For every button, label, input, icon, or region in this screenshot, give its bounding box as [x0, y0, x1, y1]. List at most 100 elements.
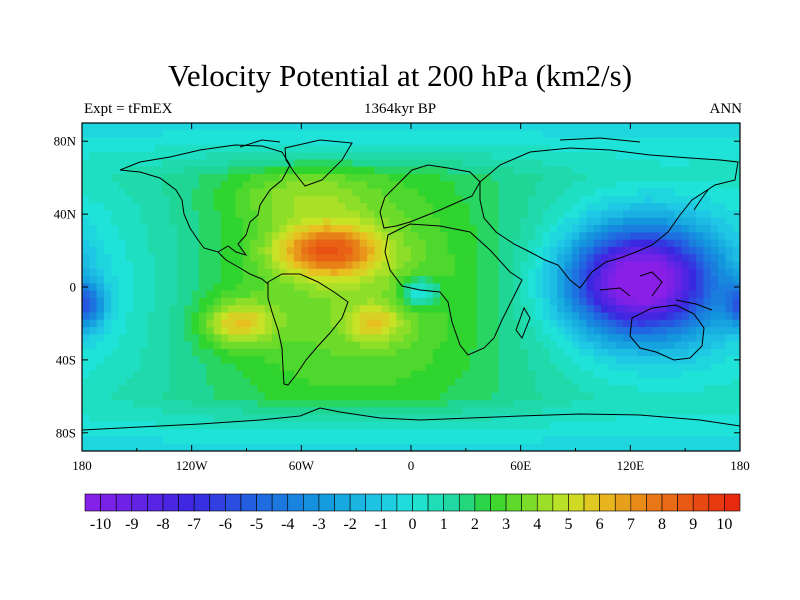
field-cell	[162, 130, 171, 139]
field-cell	[191, 254, 200, 263]
field-cell	[418, 203, 427, 212]
field-cell	[220, 268, 229, 277]
field-cell	[674, 356, 683, 365]
field-cell	[294, 188, 302, 197]
field-cell	[155, 261, 164, 270]
field-cell	[732, 414, 740, 423]
field-cell	[440, 414, 449, 423]
field-cell	[666, 407, 675, 416]
field-cell	[411, 319, 419, 328]
field-cell	[294, 283, 302, 292]
field-cell	[286, 399, 295, 408]
coast-central-america	[217, 251, 269, 285]
field-cell	[411, 334, 419, 343]
field-cell	[520, 188, 529, 197]
field-cell	[520, 152, 529, 161]
field-cell	[198, 414, 207, 423]
field-cell	[250, 137, 259, 146]
field-cell	[484, 363, 493, 372]
field-cell	[586, 268, 595, 277]
field-cell	[308, 195, 317, 204]
field-cell	[396, 239, 405, 248]
field-cell	[498, 436, 507, 445]
field-cell	[294, 385, 302, 394]
field-cell	[462, 217, 471, 226]
field-cell	[484, 356, 493, 365]
field-cell	[213, 268, 222, 277]
field-cell	[330, 370, 339, 379]
field-cell	[155, 363, 164, 372]
field-cell	[89, 385, 98, 394]
field-cell	[542, 174, 551, 182]
field-cell	[674, 188, 683, 197]
colorbar-box	[474, 493, 491, 512]
field-cell	[403, 378, 412, 386]
field-cell	[337, 130, 346, 139]
field-cell	[155, 348, 164, 357]
field-cell	[710, 356, 719, 365]
field-cell	[220, 137, 229, 146]
field-cell	[162, 268, 171, 277]
field-cell	[279, 261, 288, 270]
field-cell	[666, 203, 675, 212]
field-cell	[352, 239, 361, 248]
field-cell	[133, 429, 142, 438]
field-cell	[527, 232, 536, 241]
field-cell	[82, 130, 90, 139]
field-cell	[133, 152, 142, 161]
field-cell	[155, 290, 164, 299]
field-cell	[484, 159, 493, 168]
field-cell	[337, 297, 346, 306]
field-cell	[82, 174, 90, 182]
field-cell	[571, 210, 580, 219]
field-cell	[506, 341, 514, 350]
field-cell	[666, 268, 675, 277]
field-cell	[564, 137, 573, 146]
x-axis: 180 120W 60W 0 60E 120E 180	[72, 123, 750, 473]
field-cell	[659, 276, 668, 284]
field-cell	[688, 334, 697, 343]
field-cell	[279, 319, 288, 328]
field-cell	[381, 370, 390, 379]
field-cell	[403, 130, 412, 139]
field-cell	[732, 152, 740, 161]
field-cell	[374, 246, 383, 255]
field-cell	[220, 436, 229, 445]
field-cell	[396, 385, 405, 394]
field-cell	[374, 327, 383, 335]
field-cell	[659, 414, 668, 423]
field-cell	[476, 144, 485, 153]
field-cell	[608, 290, 617, 299]
field-cell	[425, 276, 434, 284]
field-cell	[520, 261, 529, 270]
field-cell	[147, 181, 156, 190]
field-cell	[133, 210, 142, 219]
field-cell	[396, 181, 405, 190]
field-cell	[659, 436, 668, 445]
field-cell	[462, 305, 471, 314]
field-cell	[593, 225, 602, 233]
field-cell	[703, 443, 712, 451]
field-cell	[491, 217, 500, 226]
field-cell	[257, 378, 266, 386]
field-cell	[454, 159, 463, 168]
field-cell	[257, 166, 266, 175]
field-cell	[674, 283, 683, 292]
field-cell	[498, 363, 507, 372]
field-cell	[140, 203, 149, 212]
field-cell	[718, 370, 726, 379]
field-cell	[257, 429, 266, 438]
field-cell	[593, 341, 602, 350]
field-cell	[323, 327, 332, 335]
field-cell	[177, 297, 185, 306]
field-cell	[155, 210, 164, 219]
field-cell	[177, 370, 185, 379]
field-cell	[586, 217, 595, 226]
field-cell	[506, 239, 514, 248]
field-cell	[272, 276, 280, 284]
field-cell	[725, 152, 734, 161]
field-cell	[608, 385, 617, 394]
field-cell	[513, 144, 522, 153]
field-cell	[432, 188, 441, 197]
field-cell	[411, 203, 419, 212]
